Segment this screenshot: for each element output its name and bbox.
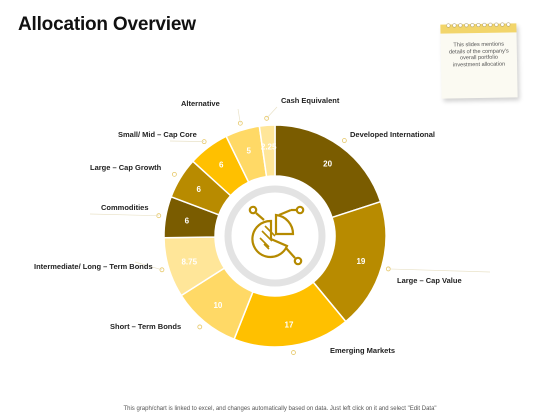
callout-dot	[291, 350, 296, 355]
pie-chart-icon	[248, 205, 305, 266]
callout-dot	[159, 267, 165, 273]
leader-line	[134, 261, 163, 271]
callout-dot	[197, 324, 203, 330]
category-label-cash-equivalent: Cash Equivalent	[281, 96, 340, 105]
value-label-alternative: 5	[246, 146, 251, 155]
callout-dot	[171, 171, 177, 177]
leader-line	[89, 213, 159, 217]
category-label-emerging-markets: Emerging Markets	[330, 346, 395, 355]
category-label-intermediate-long-term-bonds: Intermediate/ Long – Term Bonds	[34, 262, 153, 271]
value-label-short-term-bonds: 10	[213, 301, 222, 310]
category-label-small-mid-cap-core: Small/ Mid – Cap Core	[118, 130, 197, 139]
callout-dot	[264, 115, 270, 121]
value-label-emerging-markets: 17	[285, 320, 294, 329]
category-label-commodities: Commodities	[101, 203, 149, 212]
value-label-large-cap-growth: 6	[196, 185, 201, 194]
footer-note: This graph/chart is linked to excel, and…	[123, 406, 437, 412]
value-label-large-cap-value: 19	[356, 257, 365, 266]
value-label-small-mid-cap-core: 6	[219, 160, 224, 169]
chart-center	[215, 176, 335, 296]
category-label-large-cap-value: Large – Cap Value	[397, 276, 462, 285]
category-label-short-term-bonds: Short – Term Bonds	[110, 322, 181, 331]
leader-line	[266, 106, 278, 119]
callout-dot	[341, 138, 347, 143]
category-label-developed-international: Developed International	[350, 130, 435, 139]
leader-line	[169, 140, 205, 142]
page-title: Allocation Overview	[18, 14, 196, 35]
leader-line	[388, 268, 491, 273]
value-label-developed-international: 20	[323, 160, 332, 169]
center-ring	[224, 185, 326, 287]
value-label-commodities: 6	[185, 217, 190, 226]
value-label-intermediate-long-term-bonds: 8.75	[181, 258, 197, 267]
category-label-large-cap-growth: Large – Cap Growth	[90, 163, 162, 172]
leader-line	[237, 108, 241, 124]
category-label-alternative: Alternative	[181, 99, 220, 108]
value-label-cash-equivalent: 2.25	[261, 143, 277, 152]
